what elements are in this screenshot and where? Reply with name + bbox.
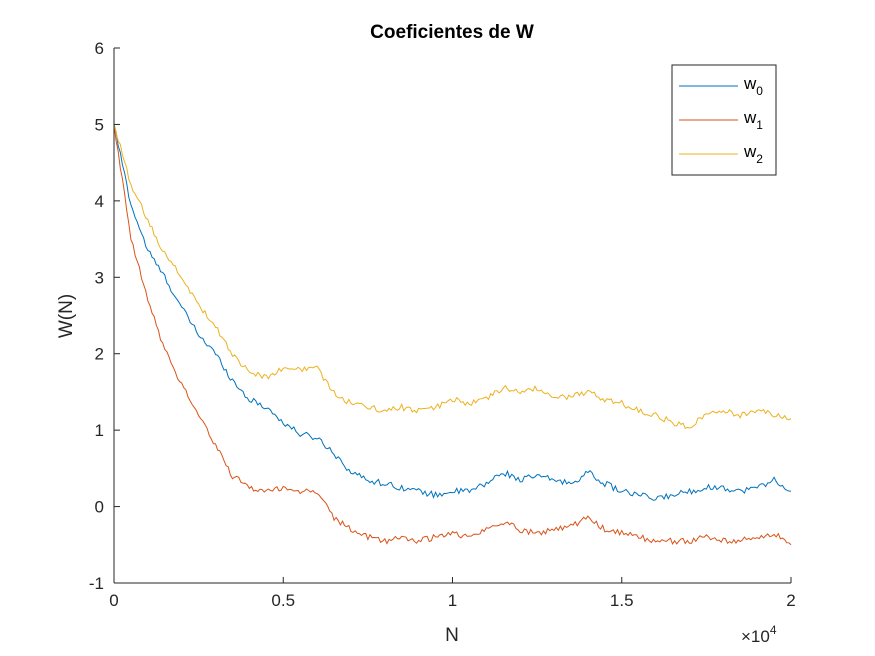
x-exponent-base: ×10 — [741, 627, 770, 646]
x-tick-label: 2 — [786, 591, 795, 610]
x-axis-exponent: ×104 — [741, 623, 777, 646]
series-line-w1 — [113, 124, 792, 546]
y-tick-label: 5 — [95, 115, 104, 134]
legend: w0 w1 w2 — [671, 64, 777, 176]
y-tick-label: 2 — [95, 345, 104, 364]
y-tick-label: 1 — [95, 421, 104, 440]
y-tick-label: 6 — [95, 39, 104, 58]
x-axis-label: N — [445, 625, 459, 646]
y-tick-label: 3 — [95, 268, 104, 287]
x-tick-label: 0 — [109, 591, 118, 610]
x-ticks: 0 0.5 1 1.5 2 — [109, 577, 796, 610]
legend-label-w1: w1 — [743, 108, 763, 132]
series-lines — [113, 124, 792, 546]
y-ticks: -1 0 1 2 3 4 5 6 — [89, 39, 120, 593]
x-exponent-power: 4 — [770, 623, 777, 637]
x-tick-label: 1 — [448, 591, 457, 610]
x-tick-label: 1.5 — [610, 591, 634, 610]
y-axis-label: W(N) — [56, 294, 77, 338]
chart-title: Coeficientes de W — [370, 22, 534, 43]
y-tick-label: 0 — [95, 498, 104, 517]
series-line-w0 — [113, 124, 792, 501]
y-tick-label: -1 — [89, 574, 104, 593]
x-tick-label: 0.5 — [271, 591, 295, 610]
legend-label-w2: w2 — [743, 142, 763, 166]
y-tick-label: 4 — [95, 192, 104, 211]
legend-label-w0: w0 — [743, 74, 763, 98]
series-line-w2 — [113, 124, 792, 429]
